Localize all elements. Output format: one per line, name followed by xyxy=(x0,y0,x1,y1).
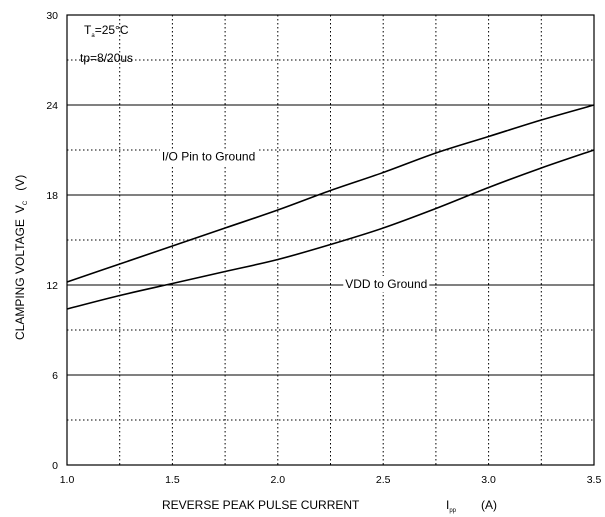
x-tick-label: 1.0 xyxy=(60,474,75,486)
test-conditions: Ta=25°C tp=8/20us xyxy=(80,23,133,65)
series-label-1: I/O Pin to Ground xyxy=(162,150,255,164)
tick-labels: 1.0 1.5 2.0 2.5 3.0 3.5 0 6 12 18 24 30 xyxy=(46,10,601,486)
x-axis-label: REVERSE PEAK PULSE CURRENT xyxy=(162,498,360,512)
y-axis-label: CLAMPING VOLTAGEVC(V) xyxy=(13,175,29,340)
y-tick-label: 0 xyxy=(52,460,58,472)
series-label-2: VDD to Ground xyxy=(345,277,427,291)
x-tick-label: 1.5 xyxy=(165,474,180,486)
x-tick-label: 3.0 xyxy=(481,474,496,486)
series-label-background xyxy=(343,276,430,292)
series-line-1 xyxy=(66,104,595,283)
grid-lines xyxy=(67,15,594,465)
x-axis-symbol: Ipp xyxy=(446,498,457,514)
series-label-background xyxy=(159,148,258,165)
y-tick-label: 6 xyxy=(52,370,58,382)
temperature-label: Ta=25°C xyxy=(84,23,129,39)
x-axis-unit: (A) xyxy=(481,498,497,512)
x-tick-label: 2.5 xyxy=(376,474,391,486)
plot-frame xyxy=(66,14,595,466)
y-tick-label: 18 xyxy=(46,190,58,202)
x-tick-label: 2.0 xyxy=(270,474,285,486)
series-lines: I/O Pin to Ground VDD to Ground xyxy=(66,104,595,310)
x-tick-label: 3.5 xyxy=(587,474,602,486)
series-line-2 xyxy=(66,149,595,310)
y-tick-label: 24 xyxy=(46,100,58,112)
x-axis-title: REVERSE PEAK PULSE CURRENT Ipp (A) xyxy=(162,498,497,514)
y-tick-label: 12 xyxy=(46,280,58,292)
pulse-label: tp=8/20us xyxy=(80,51,133,65)
y-axis-title: CLAMPING VOLTAGEVC(V) xyxy=(13,175,29,340)
y-tick-label: 30 xyxy=(46,10,58,22)
